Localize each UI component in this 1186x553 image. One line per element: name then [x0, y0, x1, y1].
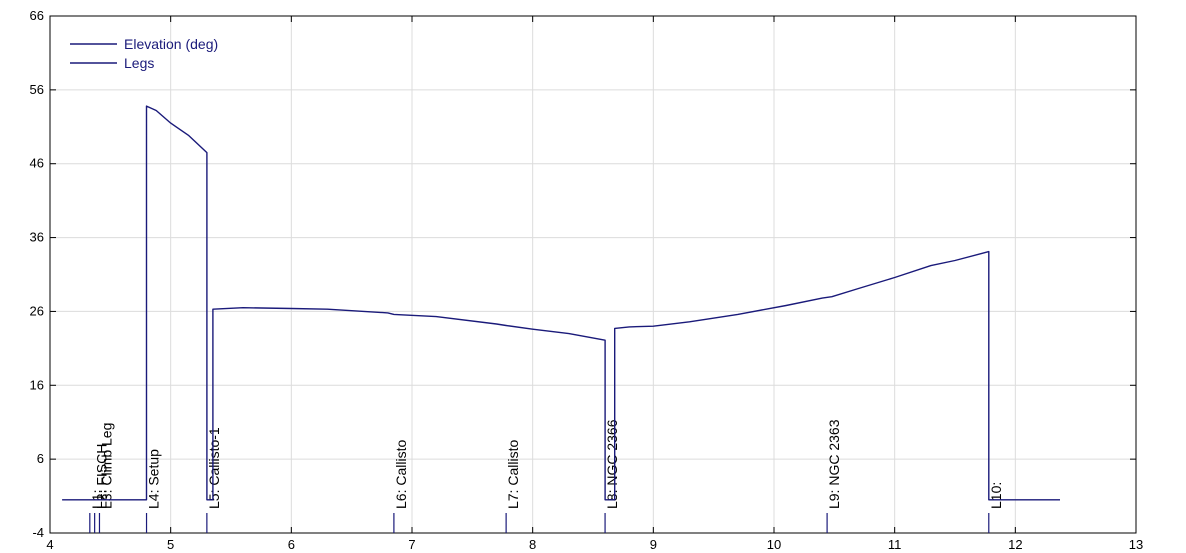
- leg-label: L2: FISCH: [94, 444, 110, 509]
- x-tick-label: 4: [46, 537, 53, 552]
- y-tick-label: 36: [30, 230, 44, 245]
- y-tick-label: 46: [30, 156, 44, 171]
- legend-label: Legs: [124, 55, 154, 71]
- x-tick-label: 9: [650, 537, 657, 552]
- plot-frame: [49, 15, 1137, 534]
- leg-label: L3: Climb Leg: [98, 423, 114, 509]
- x-tick-label: 11: [888, 537, 902, 552]
- x-tick-label: 12: [1008, 537, 1022, 552]
- x-tick-label: 7: [408, 537, 415, 552]
- leg-label: L10:: [988, 482, 1004, 509]
- y-tick-label: -4: [32, 525, 44, 540]
- y-tick-label: 66: [30, 8, 44, 23]
- y-tick-label: 6: [37, 451, 44, 466]
- x-tick-label: 10: [767, 537, 781, 552]
- y-tick-label: 26: [30, 303, 44, 318]
- leg-label: L9: NGC 2363: [826, 419, 842, 509]
- legend-label: Elevation (deg): [124, 36, 218, 52]
- leg-label: L4: Setup: [146, 449, 162, 509]
- axes: [49, 15, 1137, 534]
- series-group: [62, 105, 1060, 501]
- legend: Elevation (deg) Legs: [70, 36, 218, 71]
- x-tick-label: 13: [1129, 537, 1143, 552]
- y-tick-label: 16: [30, 377, 44, 392]
- series-line-elevation: [62, 105, 1060, 501]
- x-tick-label: 8: [529, 537, 536, 552]
- x-tick-label: 6: [288, 537, 295, 552]
- leg-label: L5: Callisto-1: [206, 427, 222, 509]
- x-tick-label: 5: [167, 537, 174, 552]
- leg-label: L8: NGC 2366: [604, 419, 620, 509]
- leg-label: L6: Callisto: [393, 440, 409, 509]
- y-tick-label: 56: [30, 82, 44, 97]
- leg-label: L7: Callisto: [505, 440, 521, 509]
